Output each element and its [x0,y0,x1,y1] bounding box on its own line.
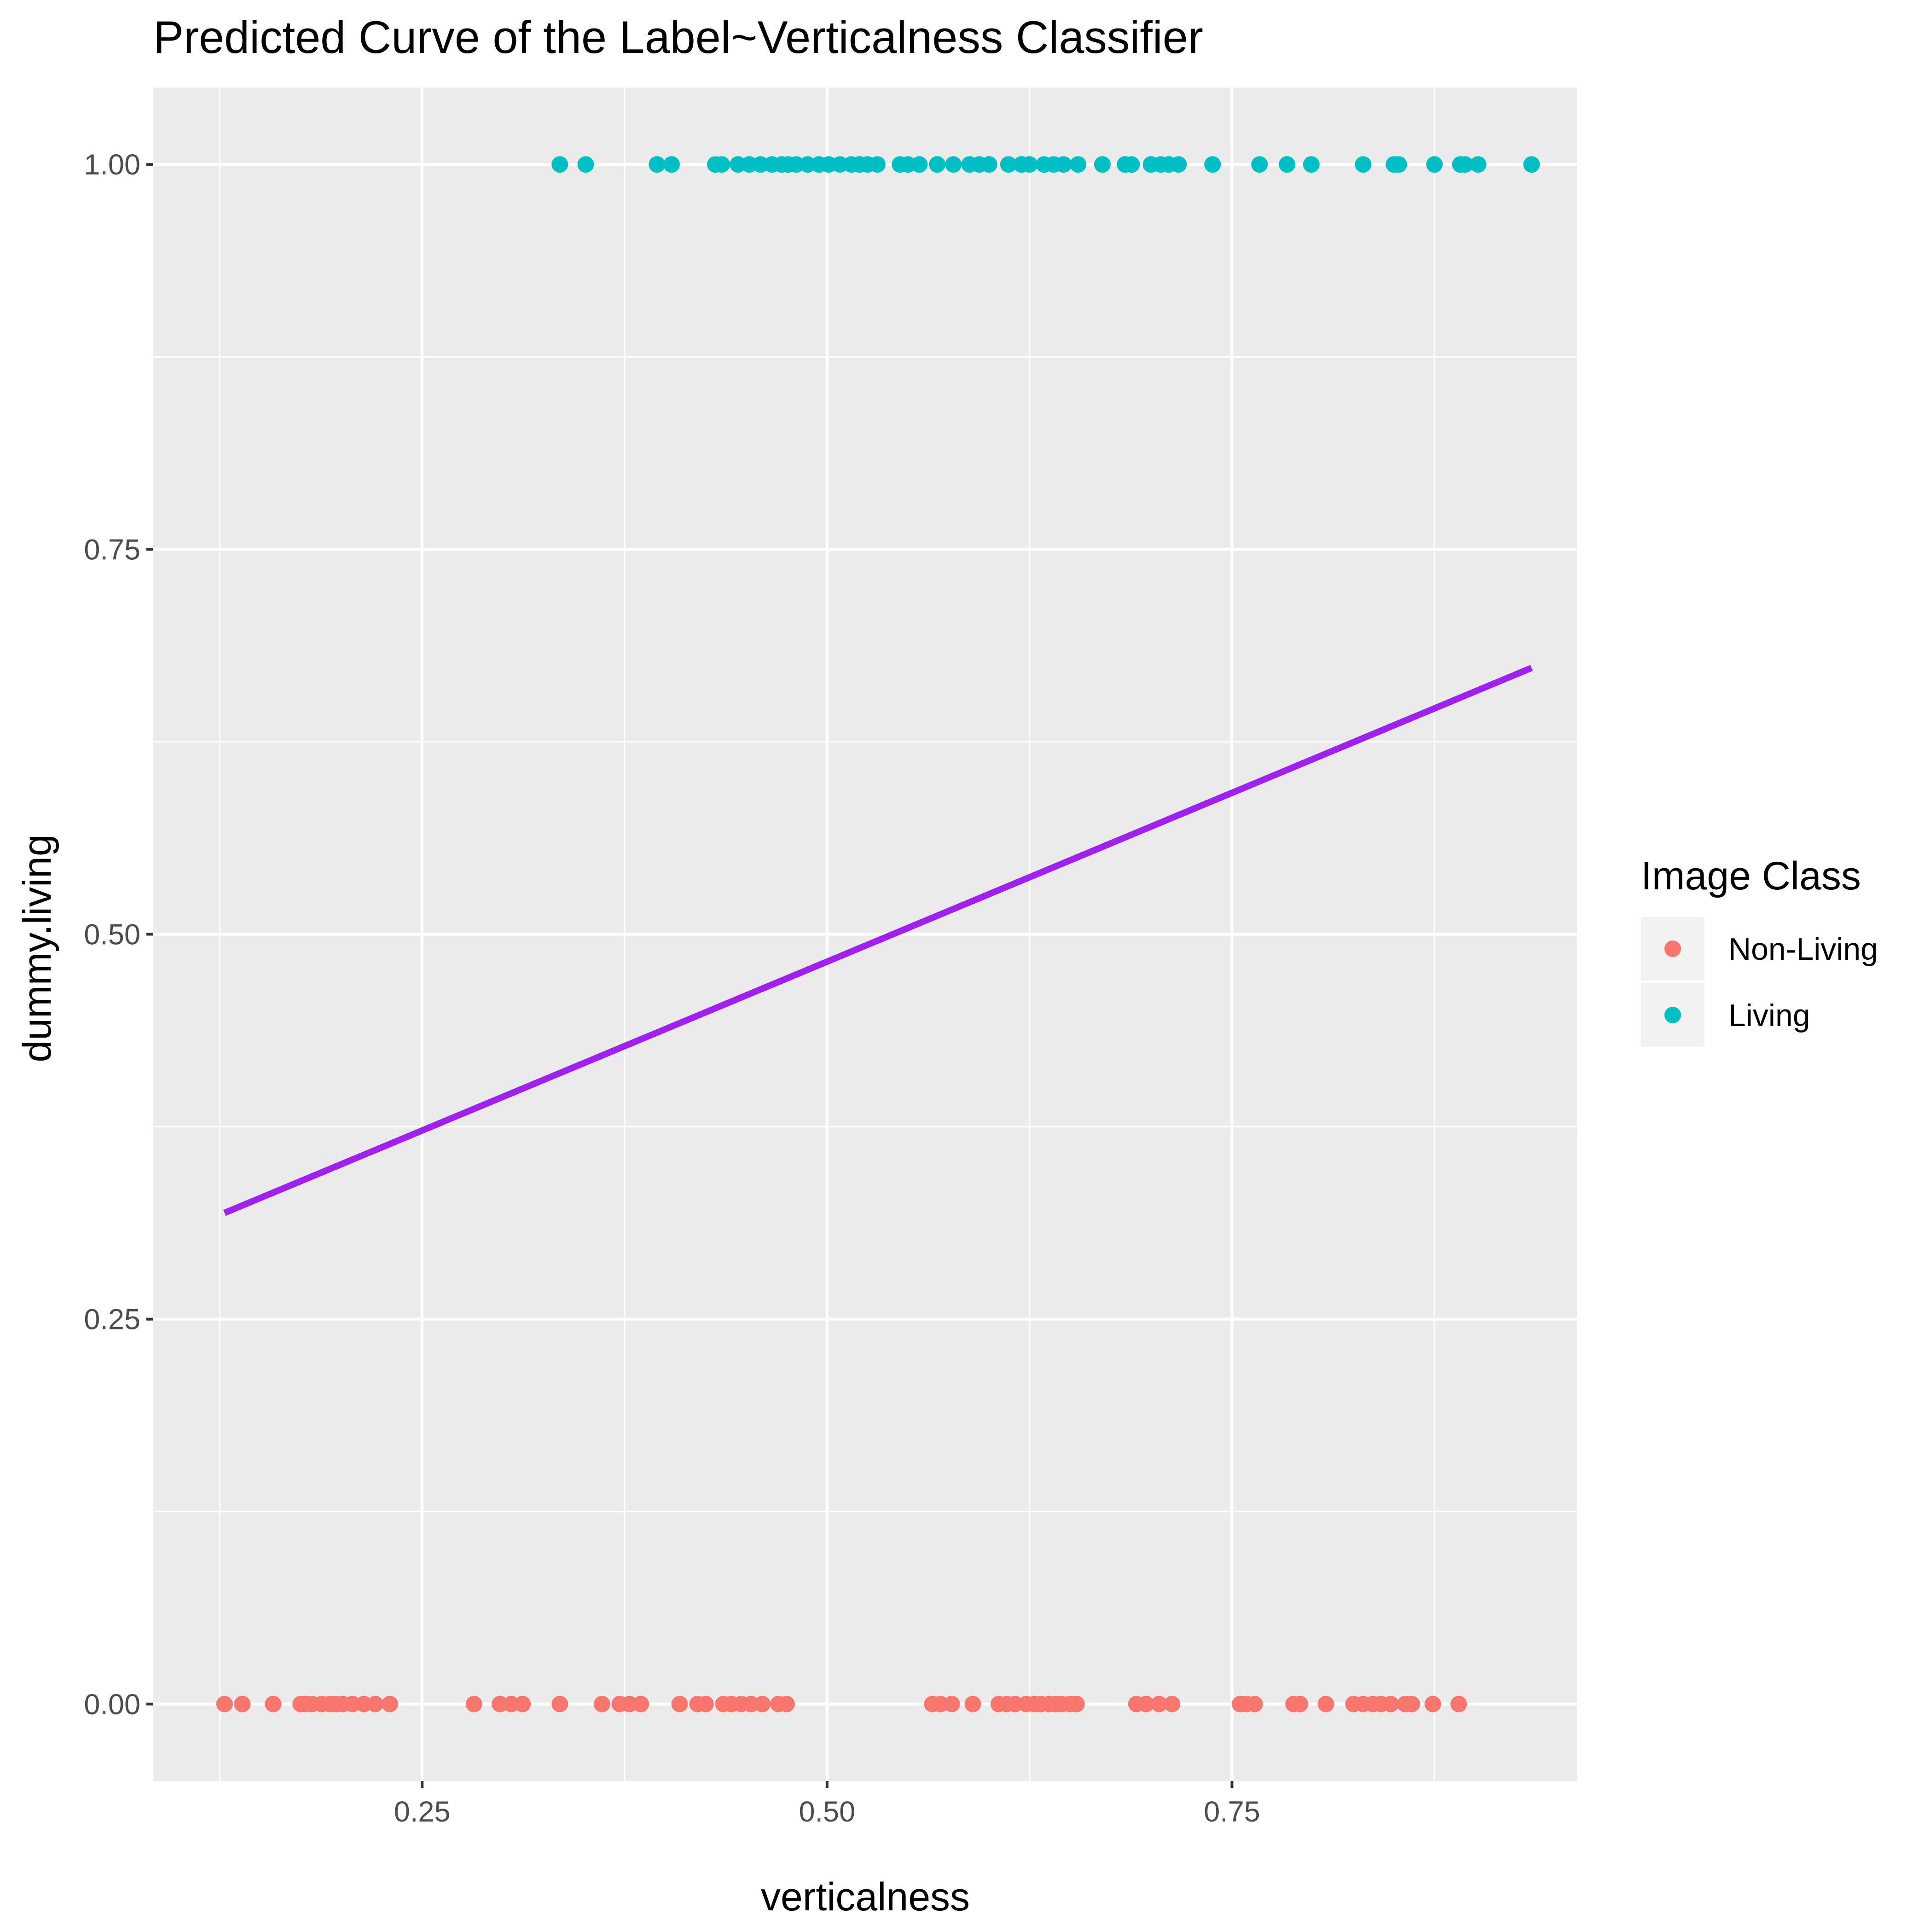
point-non-living-14 [465,1695,482,1712]
point-living-6 [730,156,747,173]
point-non-living-66 [1450,1695,1467,1712]
point-living-46 [1303,156,1320,173]
point-non-living-57 [1317,1695,1334,1712]
point-living-25 [945,156,962,173]
y-tick-label-2: 0.50 [84,919,140,951]
point-living-35 [1070,156,1087,173]
point-non-living-0 [216,1695,233,1712]
point-living-42 [1170,156,1187,173]
point-non-living-12 [367,1695,384,1712]
legend-label-non-living: Non-Living [1728,932,1878,967]
point-non-living-49 [1138,1695,1155,1712]
point-living-38 [1123,156,1140,173]
chart-title: Predicted Curve of the Label~Verticalnes… [153,12,1203,63]
point-living-8 [752,156,769,173]
y-tick-label-0: 0.00 [84,1688,140,1721]
point-non-living-56 [1292,1695,1309,1712]
fit-line [223,665,1533,1216]
point-non-living-50 [1151,1695,1168,1712]
point-living-24 [929,156,946,173]
point-living-15 [820,156,837,173]
point-non-living-47 [1068,1695,1085,1712]
point-living-47 [1355,156,1372,173]
legend-marker-non-living [1664,940,1681,957]
point-non-living-10 [344,1695,361,1712]
point-non-living-29 [742,1695,759,1712]
point-living-53 [1470,156,1487,173]
legend-marker-living [1664,1007,1681,1023]
point-living-50 [1426,156,1443,173]
x-tick-label-1: 0.50 [799,1796,855,1828]
y-tick-label-3: 0.75 [84,534,140,566]
x-tick-label-2: 0.75 [1204,1796,1260,1828]
point-non-living-13 [381,1695,398,1712]
point-non-living-18 [551,1695,568,1712]
legend-title: Image Class [1641,854,1861,898]
grid-major [153,87,1577,1781]
point-non-living-35 [943,1695,960,1712]
point-non-living-15 [492,1695,509,1712]
fit-line-layer [223,665,1533,1216]
point-living-3 [663,156,680,173]
point-living-22 [899,156,916,173]
point-living-7 [741,156,758,173]
point-non-living-2 [265,1695,282,1712]
y-tick-label-1: 0.25 [84,1304,140,1336]
point-non-living-17 [514,1695,531,1712]
point-living-34 [1055,156,1072,173]
point-living-13 [799,156,816,173]
point-living-28 [980,156,997,173]
point-living-0 [551,156,568,173]
y-axis: 0.00 0.25 0.50 0.75 1.00 [84,149,153,1721]
point-non-living-39 [1006,1695,1023,1712]
point-non-living-36 [964,1695,981,1712]
point-living-20 [869,156,886,173]
point-living-44 [1251,156,1268,173]
point-non-living-30 [754,1695,771,1712]
point-living-31 [1021,156,1038,173]
point-non-living-64 [1403,1695,1420,1712]
x-tick-label-0: 0.25 [394,1796,451,1828]
x-axis: 0.25 0.50 0.75 [394,1781,1260,1828]
point-non-living-54 [1246,1695,1263,1712]
point-non-living-1 [234,1695,251,1712]
point-living-49 [1390,156,1407,173]
point-non-living-34 [932,1695,949,1712]
point-living-43 [1204,156,1221,173]
point-non-living-62 [1382,1695,1399,1712]
point-living-5 [713,156,730,173]
points-layer [216,156,1540,1712]
legend-label-living: Living [1728,998,1810,1033]
point-living-12 [788,156,805,173]
point-non-living-23 [671,1695,688,1712]
point-living-16 [831,156,848,173]
y-tick-label-4: 1.00 [84,149,140,181]
point-non-living-11 [355,1695,372,1712]
point-living-36 [1094,156,1111,173]
point-non-living-19 [593,1695,610,1712]
point-non-living-22 [632,1695,649,1712]
point-living-1 [577,156,594,173]
point-non-living-21 [621,1695,638,1712]
point-non-living-32 [778,1695,795,1712]
point-living-23 [911,156,928,173]
point-non-living-16 [503,1695,520,1712]
point-non-living-51 [1164,1695,1181,1712]
point-living-45 [1279,156,1296,173]
x-axis-label: verticalness [761,1875,970,1919]
y-axis-label: dummy.living [15,834,59,1062]
point-living-52 [1457,156,1474,173]
point-living-2 [649,156,666,173]
point-non-living-25 [697,1695,714,1712]
point-living-54 [1523,156,1540,173]
legend: Image Class Non-Living Living [1641,854,1878,1047]
point-living-29 [1000,156,1017,173]
point-non-living-65 [1424,1695,1441,1712]
